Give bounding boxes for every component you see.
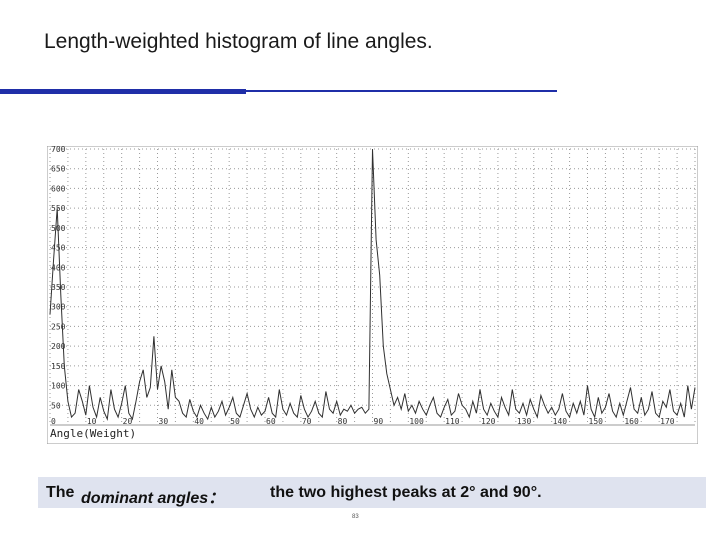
caption-peak-description: the two highest peaks at 2° and 90°. bbox=[270, 484, 542, 501]
x-tick-label: 70 bbox=[302, 417, 312, 426]
x-tick-label: 80 bbox=[338, 417, 348, 426]
title-underline-accent bbox=[0, 89, 246, 94]
y-tick-label: 100 bbox=[51, 382, 66, 391]
y-tick-label: 700 bbox=[51, 146, 66, 154]
x-tick-label: 40 bbox=[194, 417, 204, 426]
caption-dominant-angles: dominant angles： bbox=[81, 490, 225, 507]
x-axis-label: Angle(Weight) bbox=[50, 427, 136, 440]
x-tick-label: 60 bbox=[266, 417, 276, 426]
y-tick-label: 200 bbox=[51, 342, 66, 351]
x-tick-label: 10 bbox=[87, 417, 97, 426]
angle-histogram-chart: 5010015020025030035040045050055060065070… bbox=[47, 146, 698, 444]
y-tick-label: 550 bbox=[51, 204, 66, 213]
y-tick-label: 400 bbox=[51, 263, 66, 272]
y-tick-label: 50 bbox=[51, 401, 61, 410]
x-tick-label: 130 bbox=[517, 417, 532, 426]
page-number: 83 bbox=[352, 514, 359, 520]
x-tick-label: 20 bbox=[123, 417, 133, 426]
x-tick-label: 90 bbox=[374, 417, 384, 426]
chart-background bbox=[47, 146, 698, 444]
y-tick-label: 600 bbox=[51, 184, 66, 193]
caption-lead: The bbox=[46, 484, 75, 501]
x-tick-label: 110 bbox=[445, 417, 460, 426]
x-tick-label: 120 bbox=[481, 417, 496, 426]
chart-series bbox=[49, 148, 696, 421]
y-tick-label: 150 bbox=[51, 362, 66, 371]
y-tick-label: 300 bbox=[51, 303, 66, 312]
caption-bar: The dominant angles： the two highest pea… bbox=[38, 477, 706, 508]
y-tick-label: 350 bbox=[51, 283, 66, 292]
y-tick-label: 650 bbox=[51, 165, 66, 174]
x-tick-label: 170 bbox=[660, 417, 675, 426]
slide-title: Length-weighted histogram of line angles… bbox=[44, 30, 433, 53]
y-tick-label: 250 bbox=[51, 322, 66, 331]
x-tick-label: 0 bbox=[51, 417, 56, 426]
y-tick-label: 450 bbox=[51, 244, 66, 253]
x-tick-label: 50 bbox=[230, 417, 240, 426]
chart-grid bbox=[49, 148, 696, 426]
x-tick-label: 30 bbox=[159, 417, 169, 426]
histogram-series-line bbox=[49, 148, 696, 421]
x-tick-labels: 0 10 20 30 40 50 60 70 80 90 100 110 120 130 140 150 160… bbox=[51, 417, 675, 426]
title-underline-thin bbox=[246, 90, 557, 92]
x-tick-label: 100 bbox=[409, 417, 424, 426]
x-tick-label: 160 bbox=[624, 417, 639, 426]
x-tick-label: 150 bbox=[589, 417, 604, 426]
x-tick-label: 140 bbox=[553, 417, 568, 426]
